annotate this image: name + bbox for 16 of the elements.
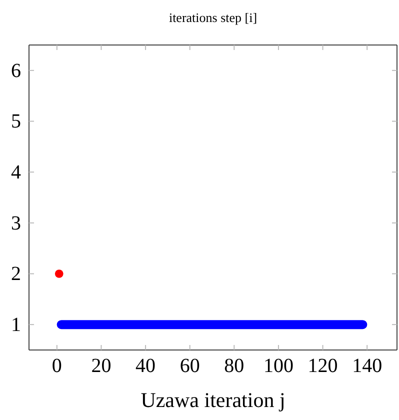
y-tick-label: 4: [11, 161, 21, 184]
x-tick-label: 0: [52, 355, 62, 378]
x-axis-title: Uzawa iteration j: [140, 388, 286, 412]
x-tick-label: 60: [180, 355, 200, 378]
x-tick-label: 120: [308, 355, 338, 378]
y-tick-label: 6: [11, 60, 21, 82]
y-tick-label: 3: [11, 212, 21, 234]
x-tick-label: 100: [263, 355, 294, 378]
x-tick-label: 20: [91, 355, 112, 378]
y-tick-label: 5: [11, 110, 21, 133]
x-tick-label: 40: [136, 355, 156, 378]
chart-title: iterations step [i]: [168, 10, 258, 25]
x-tick-label: 80: [224, 355, 244, 378]
y-tick-label: 1: [11, 314, 21, 336]
y-tick-label: 2: [11, 263, 21, 286]
x-tick-label: 140: [352, 355, 382, 378]
